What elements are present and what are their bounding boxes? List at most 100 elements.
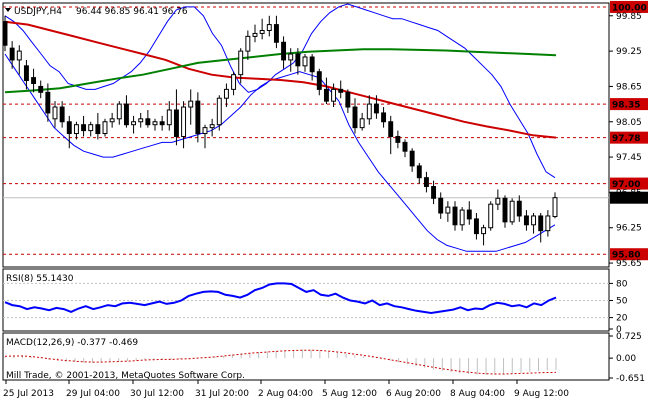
candle-bear (373, 103, 379, 114)
rsi-line (4, 282, 557, 315)
candle-bull (131, 121, 137, 126)
candle-bull (223, 88, 229, 99)
macd-tick-label: 0.00 (616, 354, 636, 364)
candle-bull (488, 203, 494, 229)
price-tick-label: 95.65 (616, 259, 642, 269)
candle-bull (73, 124, 79, 135)
candle-bull (509, 200, 515, 223)
symbol-label: USDJPY,H4 (14, 7, 62, 17)
candle-bear (523, 215, 529, 226)
candle-bear (195, 100, 201, 135)
candle-bear (402, 141, 408, 152)
candle-bull (481, 227, 487, 235)
candle-bear (323, 88, 329, 102)
level-price-label: 98.35 (612, 101, 640, 111)
level-price-tag (610, 98, 648, 111)
candle-bear (173, 109, 179, 137)
candle-bear (2, 21, 8, 46)
candle-bull (166, 109, 172, 126)
candle-bear (452, 206, 458, 226)
bollinger-lower-line (4, 53, 556, 252)
bollinger-bands (4, 3, 556, 252)
candle-bear (316, 71, 322, 90)
candle-bull (216, 97, 222, 126)
candle-bear (352, 106, 358, 129)
candle-bull (366, 103, 372, 120)
candle-bull (259, 29, 265, 34)
price-tick-label: 97.45 (616, 153, 642, 163)
candle-bull (88, 124, 94, 132)
macd-tick-label: 0.725 (616, 332, 642, 342)
candle-bear (145, 118, 151, 126)
price-tick-label: 99.25 (616, 47, 642, 57)
candle-bear (431, 186, 437, 199)
candle-bull (266, 24, 272, 31)
candle-bull (202, 127, 208, 135)
candle-bull (302, 56, 308, 67)
candle-bull (209, 124, 215, 129)
candle-bear (416, 165, 422, 179)
candle-bull (331, 88, 337, 102)
candle-bull (552, 197, 558, 218)
rsi-tick-label: 50 (616, 297, 628, 307)
candle-bear (159, 121, 165, 126)
candle-bull (252, 32, 258, 37)
time-tick-label: 5 Aug 12:00 (322, 389, 377, 399)
time-tick-label: 6 Aug 20:00 (386, 389, 441, 399)
candle-bull (545, 215, 551, 232)
candle-bear (45, 91, 51, 114)
candle-bull (138, 118, 144, 123)
level-price-tag (610, 131, 648, 144)
candle-bear (9, 47, 15, 61)
candle-bull (531, 215, 537, 226)
candle-bear (473, 218, 479, 235)
candle-bull (231, 74, 237, 90)
macd-panel: 0.725 0.00 -0.651 (4, 332, 645, 384)
rsi-tick-label: 0 (616, 325, 622, 335)
candle-bear (66, 121, 72, 135)
time-tick-label: 29 Jul 04:00 (66, 389, 120, 399)
candle-bear (295, 53, 301, 67)
candle-bear (345, 91, 351, 108)
price-tick-label: 99.85 (616, 12, 642, 22)
candle-bear (38, 85, 44, 93)
triangle-down-icon[interactable] (5, 8, 11, 12)
macd-panel-frame (2, 332, 610, 381)
ohlc-values: 96.44 96.85 96.41 96.76 (76, 7, 188, 17)
main-chart-frame (2, 2, 610, 268)
time-tick-label: 2 Aug 04:00 (258, 389, 313, 399)
level-price-tag (610, 248, 648, 261)
copyright-text: Mill Trade, © 2001-2013, MetaQuotes Soft… (6, 371, 245, 381)
time-tick-label: 25 Jul 2013 (3, 389, 54, 399)
horizontal-levels (3, 6, 609, 255)
candle-bull (16, 50, 22, 61)
time-tick-label: 31 Jul 20:00 (195, 389, 249, 399)
candle-bull (181, 106, 187, 137)
candle-bear (81, 124, 87, 132)
candle-bear (538, 215, 544, 232)
candle-bull (459, 209, 465, 226)
level-price-label: 100.00 (612, 3, 647, 13)
candlesticks (2, 15, 558, 246)
macd-tick-label: -0.651 (616, 374, 645, 384)
candle-bear (309, 56, 315, 73)
price-tick-label: 96.85 (616, 188, 642, 198)
candle-bear (23, 65, 29, 82)
rsi-tick-label: 80 (616, 279, 628, 289)
level-price-label: 95.80 (612, 251, 640, 261)
rsi-panel-frame (2, 268, 610, 332)
time-tick-label: 9 Aug 12:00 (514, 389, 569, 399)
candle-bear (423, 177, 429, 188)
bollinger-upper-line (4, 3, 556, 179)
candle-bull (52, 106, 58, 120)
candle-bear (409, 150, 415, 167)
level-price-label: 97.00 (612, 180, 640, 190)
candle-bull (188, 100, 194, 108)
moving-averages (4, 20, 557, 139)
current-price-tag (610, 191, 648, 204)
candle-bear (273, 24, 279, 43)
candle-bull (152, 121, 158, 126)
candle-bear (123, 103, 129, 126)
